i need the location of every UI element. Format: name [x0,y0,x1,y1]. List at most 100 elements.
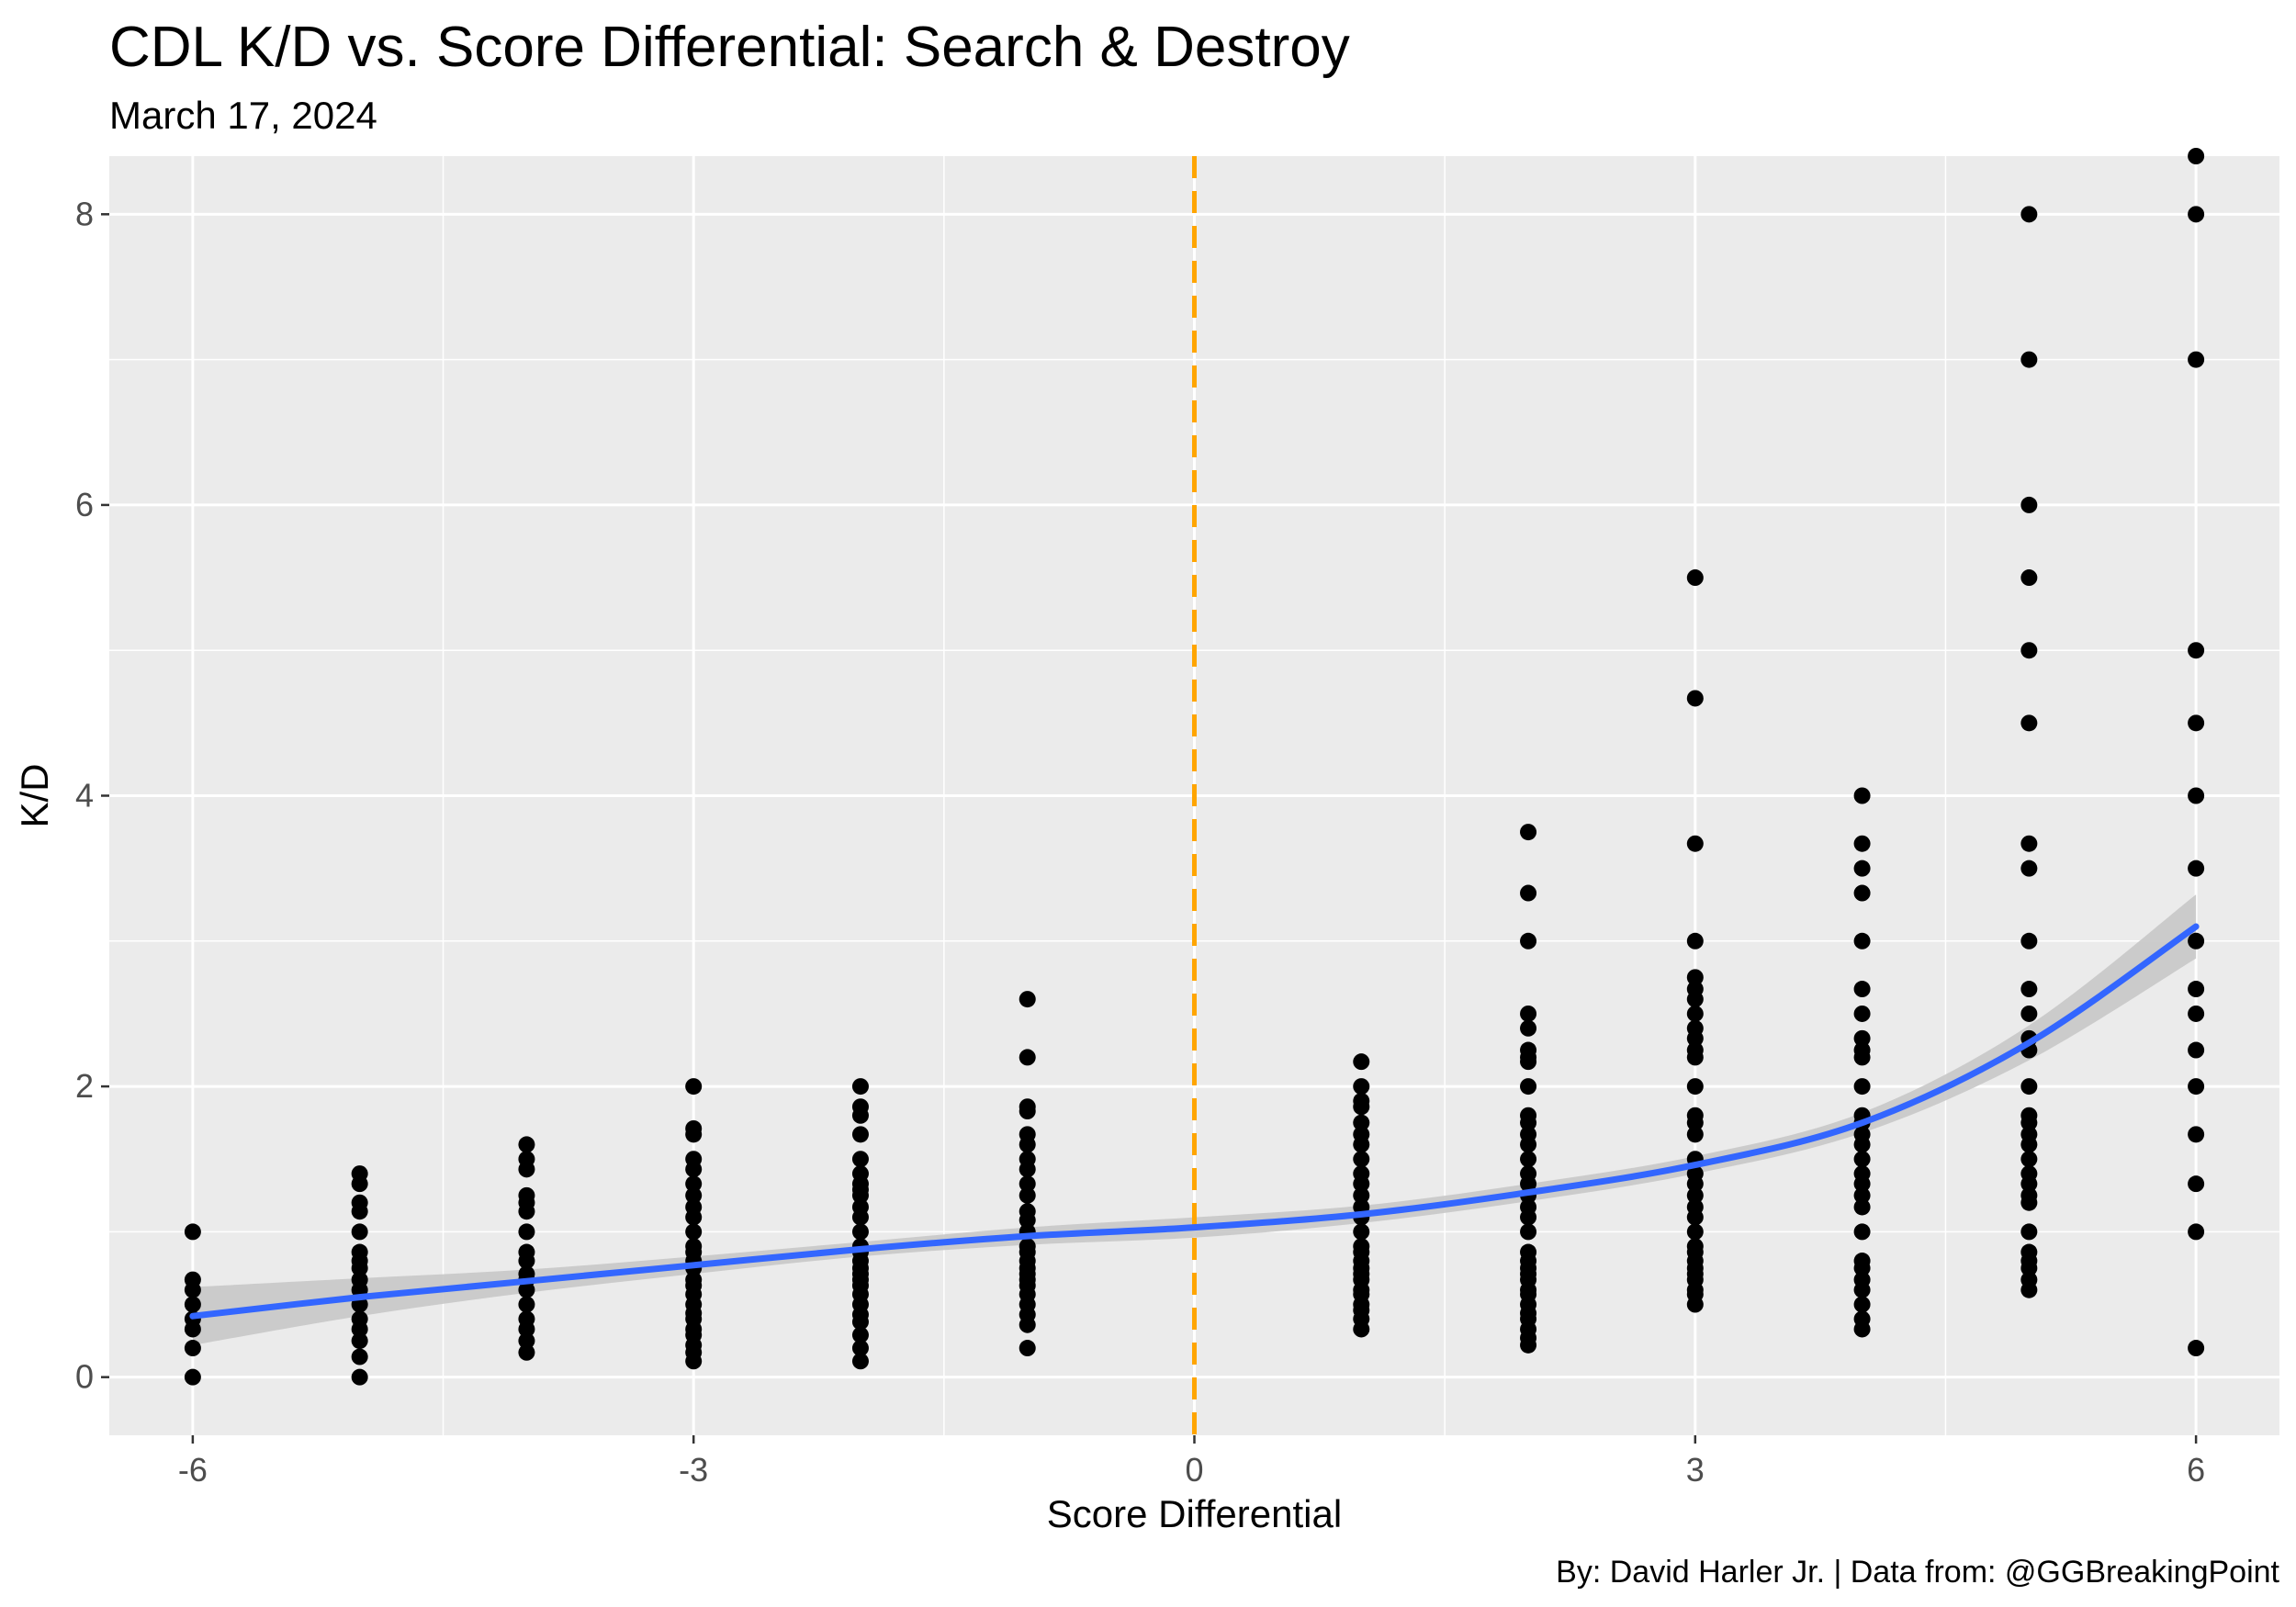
data-point [851,1353,869,1370]
data-point [2020,206,2038,223]
x-tick-label: 6 [2187,1451,2205,1489]
data-point [2020,835,2038,852]
data-point [1853,1126,1871,1143]
data-point [1686,1078,1704,1096]
x-tick-label: 3 [1686,1451,1705,1489]
data-point [851,1126,869,1143]
data-point [851,1078,869,1096]
data-point [1353,1186,1370,1204]
data-point [1853,884,1871,902]
data-point [2020,932,2038,950]
data-point [1686,1019,1704,1037]
data-point [1520,1107,1537,1124]
data-point [851,1326,869,1343]
data-point [1019,1238,1036,1255]
data-point [518,1296,535,1313]
data-points [184,148,2205,1386]
data-point [2188,148,2205,164]
data-point [1853,1198,1871,1216]
data-point [1853,1041,1871,1059]
y-axis-title: K/D [13,763,56,827]
data-point [2020,1151,2038,1168]
data-point [2188,1005,2205,1022]
data-point [184,1271,201,1288]
data-point [2188,1078,2205,1096]
data-point [851,1198,869,1216]
data-point [1853,1078,1871,1096]
data-point [1853,1223,1871,1241]
data-point [1686,1223,1704,1241]
data-point [685,1238,703,1255]
data-point [2188,1340,2205,1357]
data-point [2188,1041,2205,1059]
data-point [1853,1271,1871,1288]
data-point [184,1368,201,1386]
data-point [685,1175,703,1193]
data-point [518,1310,535,1328]
data-point [1019,1098,1036,1116]
data-point [1853,860,1871,877]
data-point [2020,1005,2038,1022]
data-point [1520,1165,1537,1183]
smooth-trend-line [189,923,2200,1320]
data-point [2188,1223,2205,1241]
data-point [1353,1238,1370,1255]
data-point [1520,1078,1537,1096]
data-point [1853,981,1871,998]
data-point [1853,1029,1871,1047]
data-point [351,1243,368,1261]
data-point [1520,1151,1537,1168]
y-tick-label: 8 [75,195,94,232]
data-point [351,1271,368,1288]
data-point [851,1098,869,1116]
data-point [1353,1165,1370,1183]
data-point [1353,1053,1370,1071]
caption: By: David Harler Jr. | Data from: @GGBre… [1556,1555,2279,1590]
data-point [1686,1126,1704,1143]
data-point [2188,787,2205,804]
data-point [2020,1243,2038,1261]
data-point [1019,1049,1036,1066]
data-point [685,1119,703,1137]
y-tick-label: 2 [75,1067,94,1105]
data-point [1686,1107,1704,1124]
data-point [2188,981,2205,998]
data-point [1686,981,1704,998]
x-axis-title: Score Differential [1047,1492,1342,1535]
data-point [1019,1340,1036,1357]
data-point [1686,1041,1704,1059]
data-point [184,1223,201,1241]
data-point [2020,569,2038,587]
data-point [1686,932,1704,950]
data-point [1520,1041,1537,1059]
data-point [351,1310,368,1328]
data-point [1520,884,1537,902]
data-point [2020,981,2038,998]
data-point [1686,835,1704,852]
data-point [1853,1186,1871,1204]
data-point [685,1186,703,1204]
data-point [351,1165,368,1183]
data-point [184,1296,201,1313]
data-point [351,1194,368,1211]
data-point [518,1136,535,1153]
data-point [1853,1296,1871,1313]
data-point [2188,1175,2205,1193]
data-point [2020,642,2038,659]
data-point [351,1368,368,1386]
data-point [1853,1151,1871,1168]
data-point [2188,351,2205,368]
data-point [518,1343,535,1361]
data-point [1520,1223,1537,1241]
data-point [685,1223,703,1241]
data-point [1353,1151,1370,1168]
data-point [685,1078,703,1096]
y-axis-ticks: 0 2 4 6 8 [75,195,109,1396]
data-point [1686,1165,1704,1183]
data-point [2188,932,2205,950]
data-point [518,1223,535,1241]
data-point [2188,860,2205,877]
y-tick-label: 0 [75,1358,94,1396]
y-tick-label: 4 [75,777,94,815]
